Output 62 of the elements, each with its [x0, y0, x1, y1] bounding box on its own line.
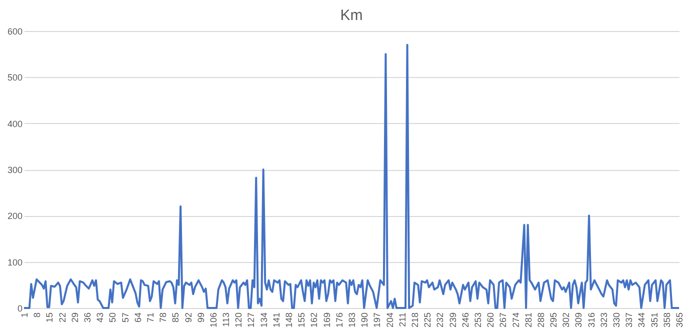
x-tick-label: 71	[145, 312, 156, 323]
x-tick-label: 36	[82, 312, 92, 323]
x-tick-label: 288	[536, 312, 546, 328]
x-tick-label: 106	[208, 312, 218, 328]
x-tick-label: 190	[360, 312, 370, 328]
x-tick-label: 344	[636, 312, 647, 328]
x-tick-label: 155	[296, 312, 307, 328]
x-tick-label: 141	[271, 312, 282, 328]
x-tick-label: 358	[662, 312, 672, 328]
x-tick-label: 204	[384, 312, 395, 328]
x-tick-label: 211	[397, 312, 408, 327]
x-tick-label: 29	[70, 312, 80, 323]
x-tick-label: 218	[410, 312, 420, 328]
line-series	[23, 44, 680, 309]
x-tick-label: 113	[221, 312, 232, 327]
x-tick-label: 148	[284, 312, 294, 328]
x-tick-label: 365	[674, 312, 684, 328]
x-tick-label: 50	[108, 312, 118, 323]
y-tick-label: 500	[7, 72, 22, 83]
x-tick-label: 22	[57, 312, 68, 323]
x-tick-label: 15	[44, 312, 55, 323]
x-tick-label: 351	[649, 312, 660, 328]
x-tick-label: 43	[95, 312, 106, 323]
x-tick-label: 1	[20, 312, 30, 318]
x-tick-label: 267	[498, 312, 508, 328]
x-tick-label: 302	[561, 312, 572, 328]
x-tick-label: 239	[448, 312, 458, 328]
x-tick-label: 323	[598, 312, 609, 328]
x-tick-label: 176	[334, 312, 344, 328]
x-tick-label: 78	[158, 312, 168, 323]
x-tick-label: 8	[32, 312, 42, 318]
x-tick-label: 64	[132, 312, 143, 323]
x-tick-label: 253	[472, 312, 483, 328]
y-tick-label: 200	[7, 211, 22, 222]
x-tick-label: 260	[486, 312, 496, 328]
x-tick-label: 134	[258, 312, 269, 328]
x-tick-label: 232	[435, 312, 446, 328]
x-tick-label: 309	[574, 312, 584, 328]
y-tick-label: 0	[17, 304, 22, 314]
x-tick-label: 169	[322, 312, 332, 328]
x-tick-label: 85	[170, 312, 181, 323]
x-tick-label: 295	[548, 312, 559, 328]
chart-title: Km	[340, 7, 363, 24]
x-tick-label: 197	[372, 312, 382, 328]
y-tick-label: 100	[7, 257, 22, 268]
x-tick-label: 99	[196, 312, 206, 323]
x-tick-label: 92	[183, 312, 194, 323]
x-tick-label: 246	[460, 312, 470, 328]
x-tick-label: 162	[309, 312, 320, 328]
x-tick-label: 183	[347, 312, 357, 328]
x-tick-label: 225	[422, 312, 433, 328]
x-tick-label: 57	[120, 312, 130, 323]
x-tick-label: 281	[523, 312, 534, 328]
x-tick-label: 316	[586, 312, 596, 328]
y-tick-label: 400	[7, 118, 22, 129]
x-tick-label: 274	[510, 312, 521, 328]
x-tick-label: 127	[246, 312, 256, 328]
x-tick-label: 330	[612, 312, 622, 328]
y-tick-label: 600	[7, 26, 22, 36]
x-tick-label: 337	[624, 312, 634, 328]
y-tick-label: 300	[7, 165, 22, 175]
x-tick-label: 120	[234, 312, 244, 328]
